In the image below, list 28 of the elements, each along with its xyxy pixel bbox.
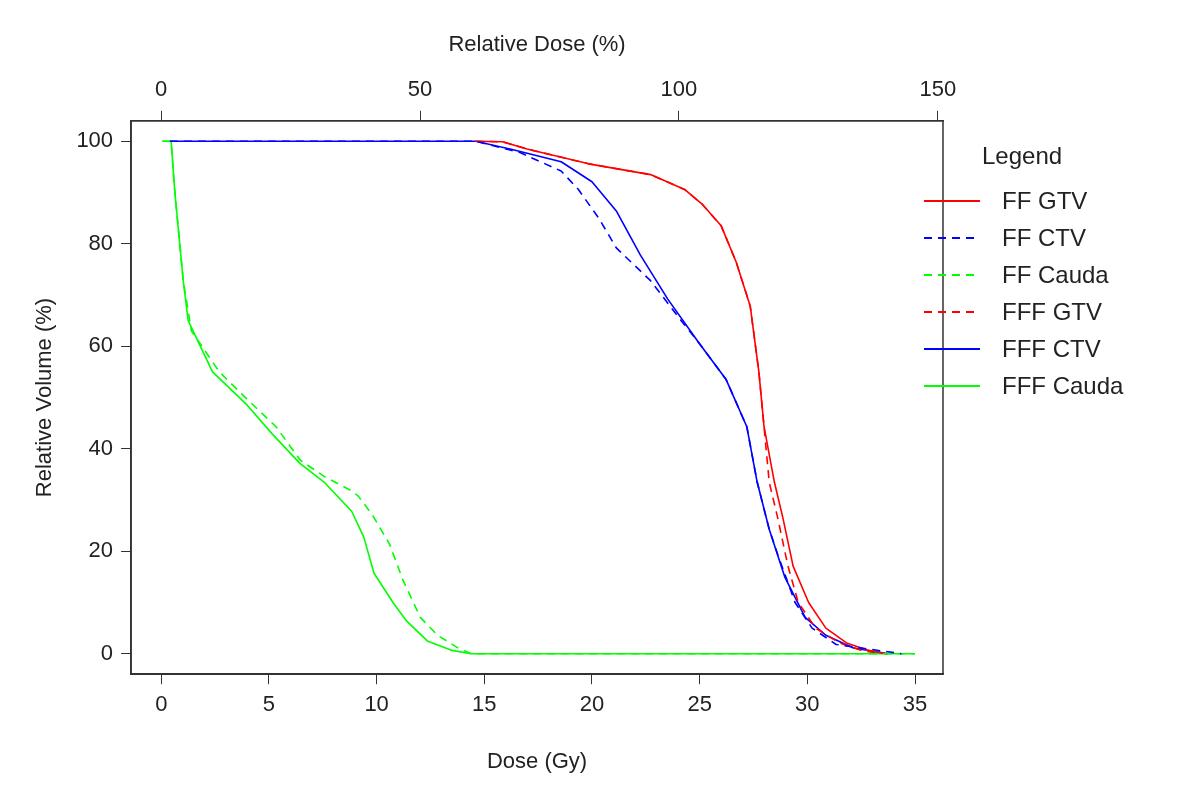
x-axis-title: Dose (Gy) — [486, 747, 588, 773]
x-tick-label: 30 — [795, 691, 820, 717]
legend-title: Legend — [982, 142, 1064, 170]
x2-tick-label: 100 — [660, 75, 698, 101]
y-tick-label: 40 — [88, 434, 114, 460]
x2-tick-label: 150 — [919, 75, 957, 101]
x2-tick-label: 0 — [155, 75, 168, 101]
y-tick-label: 0 — [100, 639, 114, 665]
y-tick-label: 100 — [76, 127, 114, 153]
x-tick-label: 10 — [364, 691, 389, 717]
y-tick-label: 60 — [88, 332, 114, 358]
x2-tick-label: 50 — [407, 75, 433, 101]
x-tick-label: 0 — [155, 691, 168, 717]
x-tick-label: 20 — [579, 691, 605, 717]
legend-label: FFF Cauda — [1002, 371, 1124, 400]
legend-label: FF CTV — [1002, 223, 1086, 252]
x-tick-label: 25 — [687, 691, 712, 717]
legend-label: FF GTV — [1002, 186, 1088, 215]
y-tick-label: 80 — [88, 229, 114, 255]
x-tick-label: 5 — [262, 691, 276, 717]
legend-label: FF Cauda — [1002, 260, 1109, 289]
legend-label: FFF GTV — [1002, 297, 1102, 326]
x2-axis-title: Relative Dose (%) — [448, 31, 626, 57]
x-tick-label: 15 — [472, 691, 497, 717]
y-tick-label: 20 — [88, 537, 114, 563]
x-tick-label: 35 — [902, 691, 928, 717]
legend-label: FFF CTV — [1002, 334, 1101, 363]
y-axis-title: Relative Volume (%) — [31, 297, 57, 498]
